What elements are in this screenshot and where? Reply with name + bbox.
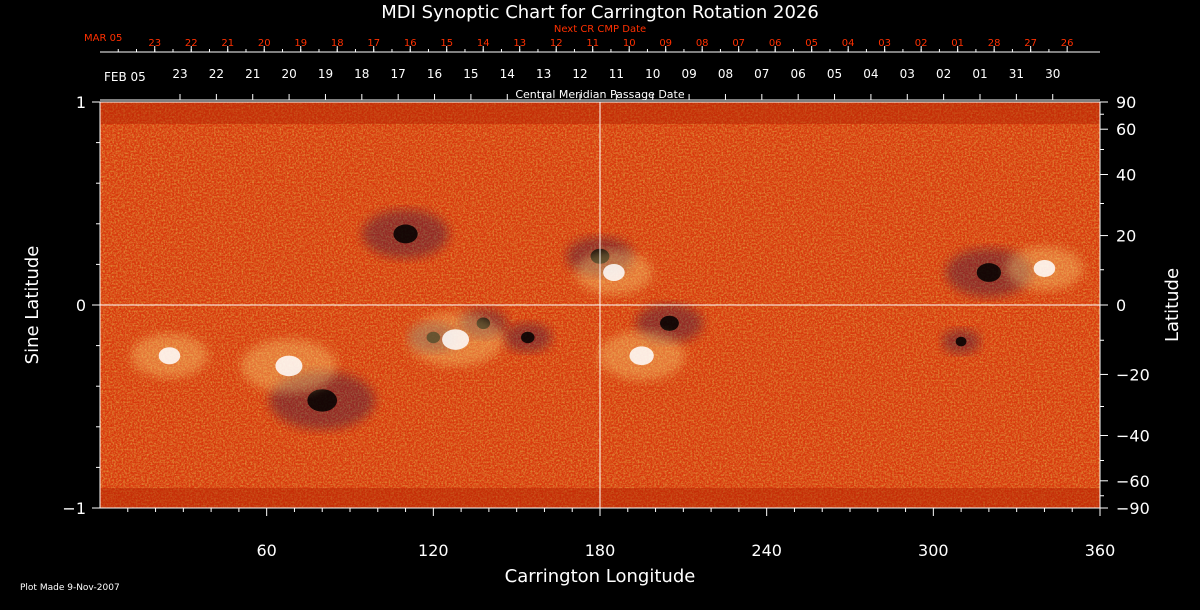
next-cr-label: 18 bbox=[331, 38, 344, 49]
feature-core-negative bbox=[521, 331, 535, 344]
y-left-tick-label: 1 bbox=[76, 93, 86, 112]
feature-core-negative bbox=[393, 224, 418, 244]
next-cr-label: 05 bbox=[805, 38, 818, 49]
feature-core-negative bbox=[307, 389, 338, 412]
y-right-tick-label: −60 bbox=[1116, 472, 1150, 491]
next-cr-label: 14 bbox=[477, 38, 490, 49]
y-axis-label-right: Latitude bbox=[1162, 268, 1183, 342]
x-tick-label: 180 bbox=[585, 541, 616, 560]
cmp-date-label: 10 bbox=[645, 67, 660, 81]
feature-core-positive bbox=[442, 329, 470, 350]
next-cr-label: 17 bbox=[367, 38, 380, 49]
cmp-date-label: 05 bbox=[827, 67, 842, 81]
cmp-date-label: 22 bbox=[209, 67, 224, 81]
cmp-date-label: 23 bbox=[172, 67, 187, 81]
plot-made-note: Plot Made 9-Nov-2007 bbox=[20, 583, 120, 593]
next-cr-label: 12 bbox=[550, 38, 563, 49]
cmp-date-label: 11 bbox=[609, 67, 624, 81]
x-axis-label: Carrington Longitude bbox=[505, 566, 696, 587]
feature-core-positive bbox=[629, 346, 654, 366]
cmp-date-label: 17 bbox=[391, 67, 406, 81]
y-right-tick-label: −90 bbox=[1116, 499, 1150, 518]
feature-core-positive bbox=[158, 347, 181, 365]
x-tick-label: 360 bbox=[1085, 541, 1116, 560]
feature-core-negative bbox=[955, 336, 967, 347]
cmp-date-label: 07 bbox=[754, 67, 769, 81]
x-tick-label: 60 bbox=[256, 541, 276, 560]
cmp-date-axis: FEB 05 23 22 21 20 19 18 17 16 15 14 13 12 11 10 09 08 0… bbox=[100, 67, 1100, 101]
next-cr-label: 13 bbox=[513, 38, 526, 49]
magnetic-features bbox=[131, 209, 1083, 430]
next-cr-label: 23 bbox=[148, 38, 161, 49]
feature-core-negative bbox=[976, 263, 1002, 282]
cmp-date-label: 30 bbox=[1045, 67, 1060, 81]
chart-title: MDI Synoptic Chart for Carrington Rotati… bbox=[381, 2, 819, 23]
cmp-date-label: 15 bbox=[463, 67, 478, 81]
y-left-tick-label: 0 bbox=[76, 296, 86, 315]
next-cr-label: 15 bbox=[440, 38, 453, 49]
next-cr-label: 22 bbox=[185, 38, 198, 49]
y-right-tick-label: 90 bbox=[1116, 93, 1136, 112]
next-cr-label: 01 bbox=[951, 38, 964, 49]
x-tick-label: 120 bbox=[418, 541, 449, 560]
x-tick-label: 300 bbox=[918, 541, 949, 560]
axis-ticks: 60 120 180 240 300 360 1 0 −1 90 60 40 20 0 −20 −40 −60 −… bbox=[62, 93, 1149, 560]
next-cr-label: 07 bbox=[732, 38, 745, 49]
y-right-tick-label: −40 bbox=[1116, 426, 1150, 445]
next-cr-label: 08 bbox=[696, 38, 709, 49]
next-cr-label: 11 bbox=[586, 38, 599, 49]
cmp-date-label: 09 bbox=[681, 67, 696, 81]
cmp-start-label: FEB 05 bbox=[104, 70, 146, 84]
cmp-date-label: 18 bbox=[354, 67, 369, 81]
next-cr-label: 04 bbox=[842, 38, 855, 49]
x-tick-label: 240 bbox=[751, 541, 782, 560]
cmp-date-label: 02 bbox=[936, 67, 951, 81]
cmp-date-label: 03 bbox=[900, 67, 915, 81]
y-left-tick-label: −1 bbox=[62, 499, 86, 518]
next-cr-label: 16 bbox=[404, 38, 417, 49]
next-cr-label: 19 bbox=[294, 38, 307, 49]
feature-core-negative bbox=[659, 315, 679, 331]
next-cr-label: 21 bbox=[221, 38, 234, 49]
next-cr-label: 06 bbox=[769, 38, 782, 49]
feature-core-positive bbox=[603, 264, 625, 282]
cmp-date-label: 04 bbox=[863, 67, 878, 81]
y-right-tick-label: 60 bbox=[1116, 120, 1136, 139]
feature-core-positive bbox=[1033, 259, 1056, 277]
next-cr-axis-title: Next CR CMP Date bbox=[554, 24, 646, 35]
cmp-date-label: 01 bbox=[972, 67, 987, 81]
next-cr-label: 09 bbox=[659, 38, 672, 49]
cmp-date-label: 06 bbox=[791, 67, 806, 81]
cmp-date-label: 20 bbox=[281, 67, 296, 81]
next-cr-label: 26 bbox=[1061, 38, 1074, 49]
y-right-tick-label: 40 bbox=[1116, 166, 1136, 185]
feature-core-positive bbox=[275, 355, 303, 377]
cmp-date-label: 31 bbox=[1009, 67, 1024, 81]
y-right-tick-label: 20 bbox=[1116, 227, 1136, 246]
next-cr-label: 02 bbox=[915, 38, 928, 49]
next-cr-label: 10 bbox=[623, 38, 636, 49]
cmp-date-label: 14 bbox=[500, 67, 515, 81]
y-right-tick-label: 0 bbox=[1116, 296, 1126, 315]
y-axis-label-left: Sine Latitude bbox=[22, 246, 43, 365]
cmp-date-label: 13 bbox=[536, 67, 551, 81]
cmp-date-label: 21 bbox=[245, 67, 260, 81]
next-cr-label: 20 bbox=[258, 38, 271, 49]
cmp-date-label: 16 bbox=[427, 67, 442, 81]
cmp-date-label: 19 bbox=[318, 67, 333, 81]
cmp-axis-title: Central Meridian Passage Date bbox=[515, 88, 684, 101]
cmp-date-label: 08 bbox=[718, 67, 733, 81]
next-cr-axis: MAR 05 23 22 21 20 19 18 17 16 15 14 13 12 11 10 09 08 0… bbox=[84, 33, 1100, 53]
y-right-tick-label: −20 bbox=[1116, 365, 1150, 384]
next-cr-label: 03 bbox=[878, 38, 891, 49]
next-cr-start-label: MAR 05 bbox=[84, 33, 122, 44]
cmp-date-label: 12 bbox=[572, 67, 587, 81]
next-cr-label: 28 bbox=[988, 38, 1001, 49]
next-cr-label: 27 bbox=[1024, 38, 1037, 49]
